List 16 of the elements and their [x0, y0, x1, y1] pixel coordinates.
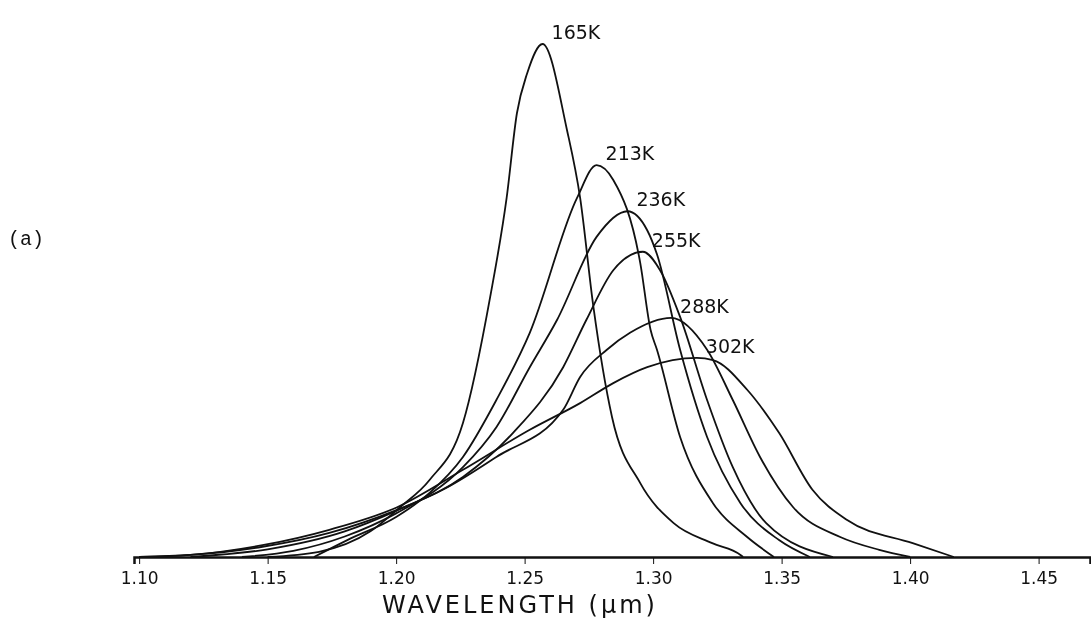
- series-label: 255K: [651, 228, 702, 251]
- series-label: 213K: [605, 142, 655, 165]
- series-label: 302K: [705, 334, 756, 357]
- x-tick-label: 1.30: [634, 568, 673, 588]
- x-axis-title: WAVELENGTH (µm): [382, 591, 658, 619]
- text: (a): [8, 228, 45, 251]
- x-tick-label: 1.45: [1020, 568, 1059, 588]
- series-label: 165K: [551, 21, 601, 43]
- x-tick-label: 1.35: [763, 568, 802, 588]
- x-tick-label: 1.10: [120, 568, 159, 588]
- x-tick-label: 1.15: [249, 568, 288, 588]
- x-tick-label: 1.20: [377, 568, 416, 588]
- series-label: 288K: [680, 294, 730, 317]
- series-label: 236K: [636, 188, 686, 211]
- x-tick-label: 1.40: [891, 568, 930, 588]
- x-tick-label: 1.25: [506, 568, 545, 588]
